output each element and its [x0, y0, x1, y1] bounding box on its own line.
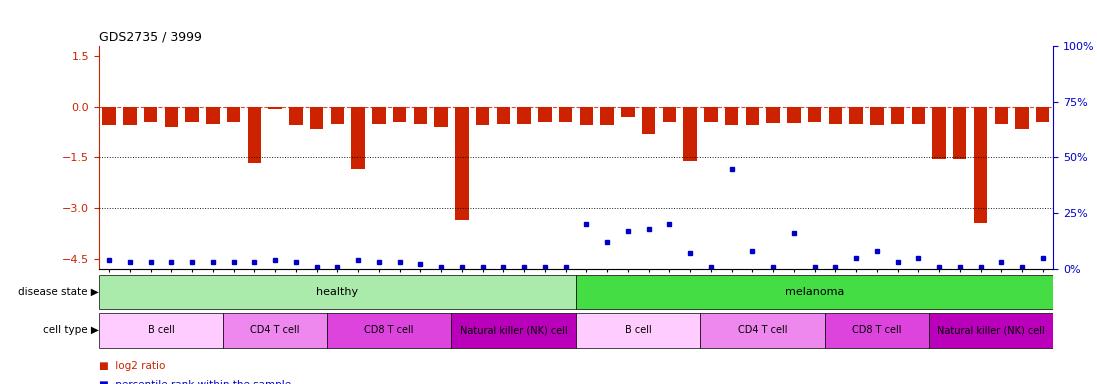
- Bar: [452, 313, 576, 348]
- Bar: [414, 107, 427, 124]
- Text: CD4 T cell: CD4 T cell: [250, 325, 299, 335]
- Text: ■  log2 ratio: ■ log2 ratio: [99, 361, 166, 371]
- Bar: [1036, 107, 1050, 122]
- Bar: [995, 107, 1008, 124]
- Text: Natural killer (NK) cell: Natural killer (NK) cell: [937, 325, 1044, 335]
- Bar: [828, 107, 842, 124]
- Bar: [767, 107, 780, 123]
- Bar: [185, 107, 199, 122]
- Bar: [1015, 107, 1029, 129]
- Bar: [683, 107, 697, 161]
- Text: cell type ▶: cell type ▶: [43, 325, 99, 335]
- Text: healthy: healthy: [316, 287, 359, 297]
- Bar: [248, 107, 261, 162]
- Bar: [99, 275, 576, 309]
- Bar: [290, 107, 303, 126]
- Bar: [576, 313, 700, 348]
- Bar: [704, 107, 717, 122]
- Bar: [700, 313, 825, 348]
- Bar: [663, 107, 676, 122]
- Bar: [455, 107, 468, 220]
- Bar: [538, 107, 552, 122]
- Bar: [558, 107, 573, 122]
- Bar: [621, 107, 634, 117]
- Text: GDS2735 / 3999: GDS2735 / 3999: [99, 30, 202, 43]
- Bar: [891, 107, 904, 124]
- Bar: [825, 313, 929, 348]
- Text: B cell: B cell: [625, 325, 652, 335]
- Bar: [746, 107, 759, 126]
- Bar: [269, 107, 282, 109]
- Bar: [807, 107, 822, 122]
- Bar: [642, 107, 655, 134]
- Bar: [476, 107, 489, 126]
- Bar: [600, 107, 614, 126]
- Bar: [206, 107, 219, 124]
- Bar: [953, 107, 966, 159]
- Bar: [932, 107, 946, 159]
- Bar: [223, 313, 327, 348]
- Bar: [102, 107, 116, 126]
- Bar: [227, 107, 240, 122]
- Bar: [99, 313, 223, 348]
- Bar: [393, 107, 406, 122]
- Bar: [372, 107, 385, 124]
- Bar: [330, 107, 344, 124]
- Text: CD8 T cell: CD8 T cell: [852, 325, 902, 335]
- Text: Natural killer (NK) cell: Natural killer (NK) cell: [460, 325, 567, 335]
- Bar: [327, 313, 452, 348]
- Text: CD8 T cell: CD8 T cell: [364, 325, 414, 335]
- Text: melanoma: melanoma: [784, 287, 845, 297]
- Bar: [497, 107, 510, 124]
- Bar: [144, 107, 157, 122]
- Bar: [351, 107, 365, 169]
- Bar: [579, 107, 593, 126]
- Bar: [123, 107, 137, 126]
- Bar: [576, 275, 1053, 309]
- Bar: [974, 107, 987, 223]
- Bar: [309, 107, 324, 129]
- Text: ■  percentile rank within the sample: ■ percentile rank within the sample: [99, 380, 291, 384]
- Text: B cell: B cell: [148, 325, 174, 335]
- Bar: [165, 107, 178, 127]
- Bar: [787, 107, 801, 123]
- Bar: [929, 313, 1053, 348]
- Bar: [725, 107, 738, 126]
- Bar: [870, 107, 883, 126]
- Text: CD4 T cell: CD4 T cell: [738, 325, 788, 335]
- Bar: [849, 107, 862, 124]
- Text: disease state ▶: disease state ▶: [19, 287, 99, 297]
- Bar: [912, 107, 925, 124]
- Bar: [434, 107, 448, 127]
- Bar: [518, 107, 531, 124]
